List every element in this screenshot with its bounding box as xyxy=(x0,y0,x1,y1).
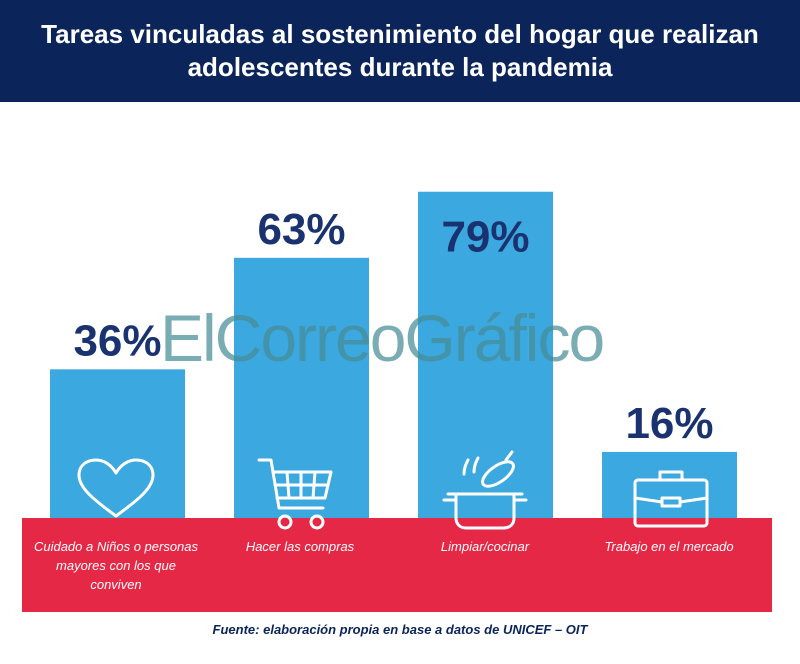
chart-title: Tareas vinculadas al sostenimiento del h… xyxy=(0,0,800,102)
heart-icon xyxy=(74,458,158,525)
briefcase-icon xyxy=(632,468,710,535)
value-label-2: 63% xyxy=(257,205,345,254)
source-note: Fuente: elaboración propia en base a dat… xyxy=(212,622,588,637)
shopping-cart-icon xyxy=(255,456,335,541)
category-label-1: Cuidado a Niños o personas mayores con l… xyxy=(33,539,199,592)
bar-1 xyxy=(50,369,185,518)
value-label-1: 36% xyxy=(73,316,161,365)
category-label-2: Hacer las compras xyxy=(245,539,355,554)
category-label-4: Trabajo en el mercado xyxy=(604,539,734,554)
bar-3 xyxy=(418,191,553,518)
cooking-pot-icon xyxy=(442,448,528,539)
value-label-3: 79% xyxy=(441,213,529,262)
watermark: ElCorreoGráfico xyxy=(160,301,605,375)
value-labels-group: 36% 63% 79% 16% xyxy=(73,205,713,448)
category-band xyxy=(22,518,772,612)
value-label-4: 16% xyxy=(625,399,713,448)
category-label-3: Limpiar/cocinar xyxy=(440,539,530,554)
